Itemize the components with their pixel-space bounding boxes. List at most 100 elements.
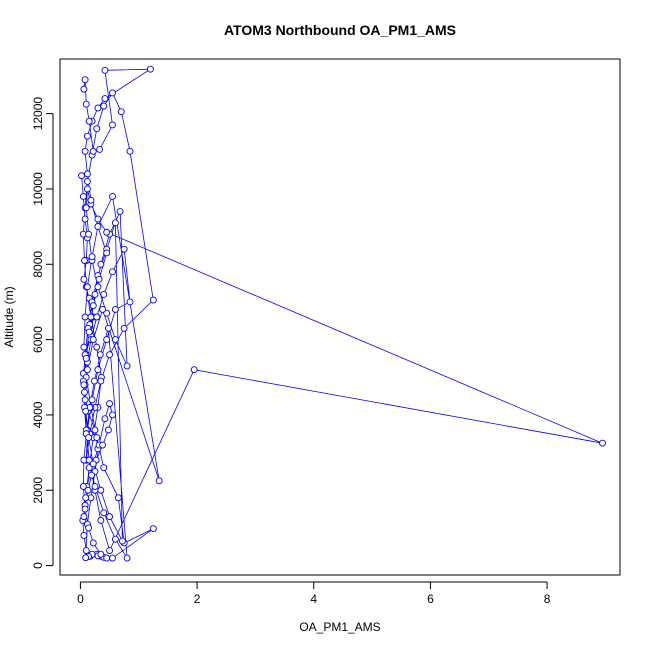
data-point — [85, 117, 93, 125]
data-point — [94, 215, 102, 223]
data-point — [101, 95, 109, 102]
data-point — [106, 400, 114, 408]
data-point — [97, 550, 105, 558]
data-point — [87, 196, 95, 204]
data-point — [149, 296, 157, 304]
y-tick-label: 10000 — [31, 172, 45, 206]
data-point — [126, 298, 134, 306]
y-axis: 0 2000 4000 6000 8000 10000 12000 — [31, 97, 54, 569]
data-point — [81, 313, 89, 321]
data-point — [83, 283, 91, 291]
data-point — [109, 411, 116, 419]
data-point — [109, 89, 116, 97]
data-point — [106, 351, 114, 359]
data-point — [88, 471, 95, 479]
data-point — [109, 268, 116, 276]
x-tick-label: 0 — [77, 592, 84, 606]
data-point — [96, 145, 104, 153]
data-point — [82, 407, 90, 415]
x-tick-label: 6 — [427, 592, 434, 606]
data-point — [111, 535, 119, 543]
x-axis-label: OA_PM1_AMS — [299, 620, 380, 634]
data-point — [88, 396, 96, 404]
data-point — [83, 132, 91, 140]
data-point — [80, 532, 88, 539]
data-point — [109, 193, 116, 200]
data-point — [88, 253, 96, 261]
data-point — [95, 275, 103, 283]
data-point — [101, 415, 109, 423]
data-point — [82, 547, 90, 554]
data-point — [80, 513, 88, 521]
data-point — [100, 509, 108, 517]
data-point — [81, 215, 89, 223]
data-point — [97, 486, 105, 494]
data-point — [81, 147, 89, 155]
data-point — [111, 219, 119, 227]
data-point — [91, 426, 99, 434]
data-point — [81, 388, 88, 396]
data-point — [96, 351, 104, 359]
data-point — [97, 516, 105, 524]
data-point — [82, 554, 90, 562]
data-point — [94, 283, 102, 291]
data-point — [93, 343, 101, 351]
data-point — [81, 505, 89, 513]
data-point — [111, 336, 119, 344]
data-point — [155, 477, 163, 485]
data-point — [103, 554, 111, 562]
data-point — [599, 439, 606, 447]
data-point — [117, 108, 125, 116]
data-point — [94, 223, 102, 231]
y-tick-label: 4000 — [31, 401, 45, 428]
data-point — [123, 554, 131, 562]
data-point — [80, 275, 88, 283]
data-point — [100, 464, 108, 472]
data-point — [100, 102, 108, 110]
series-line — [81, 68, 603, 559]
data-point — [106, 547, 114, 554]
data-point — [94, 366, 102, 374]
data-point — [103, 249, 111, 257]
data-point — [90, 377, 98, 385]
data-point — [82, 204, 90, 212]
data-point — [89, 147, 97, 155]
data-point — [93, 434, 101, 441]
data-point — [120, 324, 128, 332]
data-point — [104, 324, 112, 332]
data-point — [93, 313, 101, 321]
data-point — [81, 76, 89, 84]
x-axis: 0 2 4 6 8 — [77, 581, 551, 606]
data-point — [94, 104, 102, 112]
data-point — [84, 486, 92, 494]
data-point — [89, 460, 97, 468]
data-point — [83, 185, 91, 193]
data-point — [126, 147, 134, 155]
y-axis-label: Altitude (m) — [2, 286, 16, 347]
data-point — [83, 366, 91, 374]
data-point — [82, 354, 90, 362]
data-point — [104, 426, 112, 434]
data-point — [103, 228, 111, 236]
data-point — [190, 366, 198, 374]
data-point — [109, 121, 116, 129]
data-point — [89, 539, 97, 547]
data-point — [99, 306, 107, 313]
data-point — [99, 441, 107, 449]
data-point — [83, 177, 91, 185]
plot-frame — [59, 58, 621, 576]
data-point — [89, 336, 97, 344]
data-point — [80, 85, 88, 93]
data-point — [114, 494, 122, 502]
data-point — [146, 65, 154, 73]
data-point — [87, 313, 95, 321]
data-point — [103, 336, 111, 344]
data-point — [82, 100, 90, 108]
data-point — [118, 537, 126, 545]
data-point — [85, 230, 93, 238]
data-point — [78, 172, 86, 180]
data-point — [111, 306, 119, 313]
data-point — [97, 260, 105, 268]
